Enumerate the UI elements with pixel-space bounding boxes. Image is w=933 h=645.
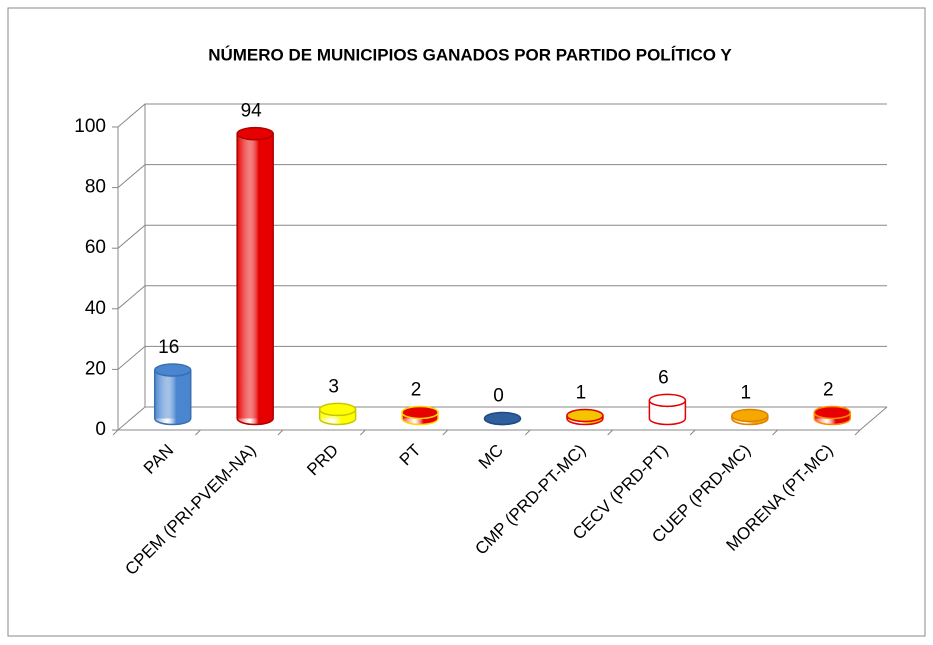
value-label: 2 <box>411 379 422 400</box>
bar-top <box>731 408 769 423</box>
value-label: 3 <box>328 376 339 397</box>
grid-line <box>117 406 887 431</box>
y-tick-label: 20 <box>85 358 106 379</box>
bar-top <box>401 405 439 420</box>
grid-line <box>117 345 887 370</box>
bar-top <box>648 393 687 408</box>
bar-top <box>153 363 192 377</box>
value-label: 16 <box>158 337 179 358</box>
bar-top <box>813 405 852 420</box>
grid-line <box>117 103 887 128</box>
grid-line <box>117 285 887 310</box>
x-tick <box>854 429 861 436</box>
x-tick <box>442 429 449 436</box>
x-tick <box>277 429 284 436</box>
y-tick-label: 100 <box>74 116 106 137</box>
bar-top <box>318 402 357 417</box>
bar <box>236 133 274 426</box>
value-label: 1 <box>576 382 587 403</box>
value-label: 1 <box>741 382 752 403</box>
bar-top <box>566 408 604 423</box>
grid-line <box>117 224 887 249</box>
chart-frame <box>7 7 926 637</box>
x-tick <box>359 429 366 436</box>
bar <box>153 369 192 426</box>
x-tick <box>689 429 696 436</box>
x-tick <box>112 429 119 436</box>
value-label: 2 <box>823 379 834 400</box>
grid-line <box>117 164 887 188</box>
x-tick <box>524 429 531 436</box>
value-label: 94 <box>241 101 263 122</box>
bar-top <box>483 411 522 426</box>
y-tick-label: 80 <box>85 177 106 198</box>
value-label: 0 <box>493 386 504 407</box>
x-tick <box>607 429 614 436</box>
bar-top <box>236 126 274 141</box>
x-tick <box>195 429 201 436</box>
x-tick <box>772 429 778 436</box>
y-tick-label: 60 <box>85 237 106 258</box>
y-tick-label: 0 <box>95 419 106 440</box>
value-label: 6 <box>658 367 669 388</box>
y-tick-label: 40 <box>85 298 106 319</box>
chart-title: NÚMERO DE MUNICIPIOS GANADOS POR PARTIDO… <box>208 45 732 64</box>
